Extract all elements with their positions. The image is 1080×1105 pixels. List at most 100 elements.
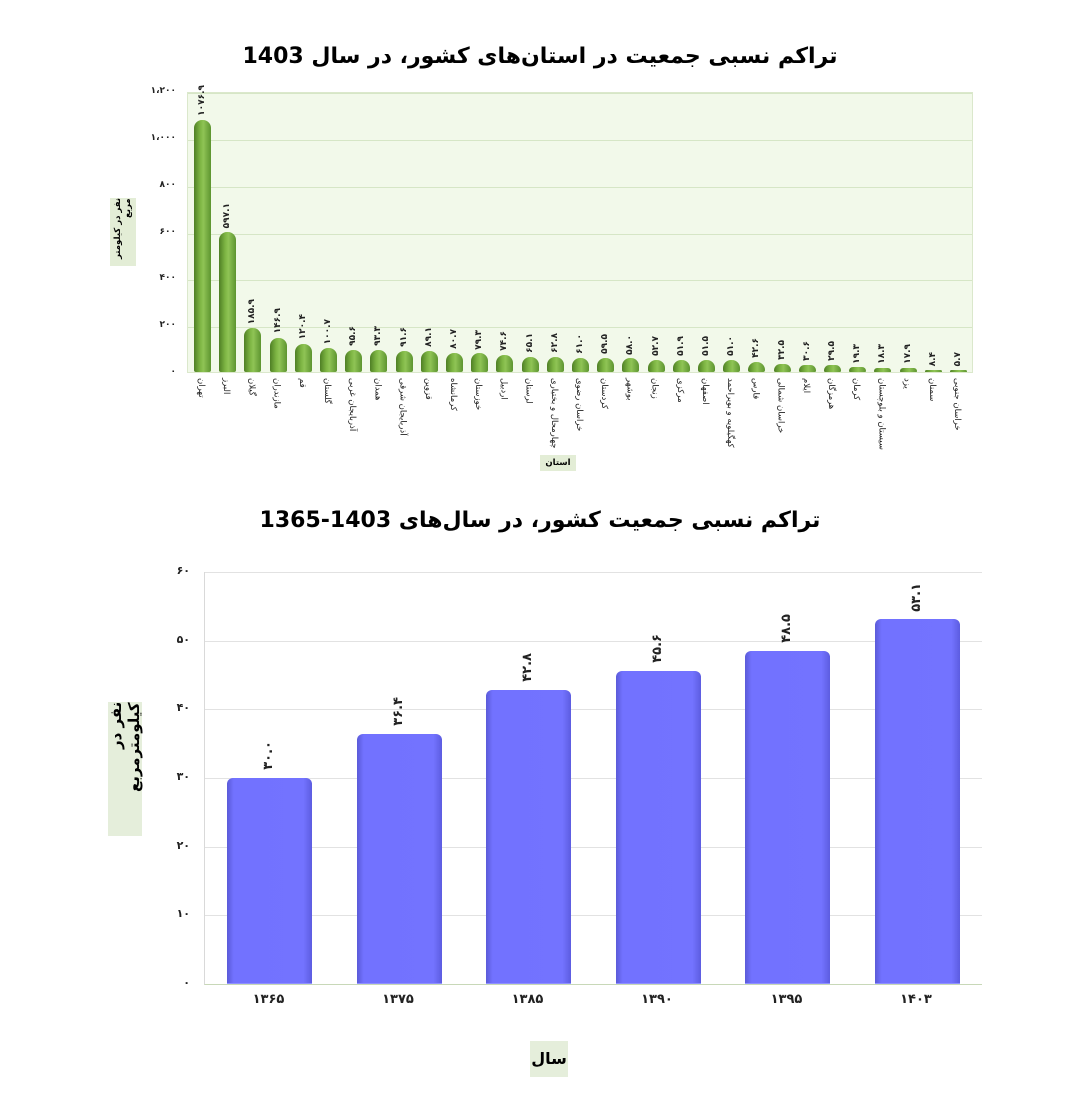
bar (194, 119, 211, 372)
category-label: تهران (196, 378, 206, 398)
category-label: هرمزگان (826, 378, 836, 410)
bar-value-label: ۱۹.۳ (852, 343, 863, 364)
y-tick-label: ۴۰ (176, 701, 190, 715)
y-tick-label: ۰ (183, 976, 190, 989)
bar-value-label: ۲۹.۵ (827, 341, 837, 362)
category-label: بوشهر (624, 378, 635, 401)
bar-value-label: ۸.۴ (927, 351, 938, 366)
gridline (205, 709, 982, 711)
category-label: ۱۳۸۵ (511, 992, 544, 1007)
bar-value-label: ۴۵.۶ (649, 634, 665, 663)
bar-value-label: ۷۹.۳ (474, 329, 485, 350)
category-label: کرمان (851, 378, 862, 401)
gridline (205, 778, 982, 779)
bar-value-label: ۱۰۷۶.۹ (197, 84, 207, 116)
y-tick-label: ۱،۰۰۰ (150, 132, 176, 143)
bar-value-label: ۳۲.۵ (776, 340, 787, 361)
bar (471, 353, 489, 372)
bar-value-label: ۵۹.۵ (600, 334, 611, 355)
category-label: اصفهان (700, 378, 710, 405)
category-label: ۱۳۶۵ (252, 992, 285, 1007)
category-label: فارس (750, 378, 761, 400)
bar-value-label: ۵۱.۰ (726, 336, 737, 357)
category-label: کردستان (599, 378, 610, 410)
category-label: یزد (901, 378, 912, 389)
gridline (188, 186, 972, 188)
gridline (188, 327, 972, 329)
category-label: سیستان و بلوچستان (876, 378, 887, 450)
bar (345, 349, 363, 372)
chart1-y-axis-label: نفر در کیلومتر مربع (110, 198, 136, 266)
category-label: ۱۳۹۵ (770, 992, 803, 1007)
bar (546, 357, 564, 372)
bar (244, 328, 262, 372)
bar-value-label: ۵۲.۷ (650, 335, 661, 356)
bar (824, 365, 841, 372)
y-tick-label: ۲۰ (176, 838, 190, 852)
category-label: خراسان رضوی (574, 378, 584, 432)
gridline (205, 915, 982, 917)
bar-value-label: ۱۸۵.۹ (247, 299, 258, 325)
bar (874, 619, 960, 984)
y-tick-label: ۱۰ (176, 907, 190, 921)
bar (950, 370, 967, 372)
category-label: قم (296, 378, 307, 388)
bar (672, 359, 690, 372)
bar (798, 364, 816, 372)
category-label: چهارمحال و بختیاری (548, 378, 559, 449)
bar-value-label: ۱۰۰.۷ (323, 319, 333, 345)
bar-value-label: ۶۵.۱ (524, 332, 535, 353)
bar-value-label: ۸۹.۱ (423, 327, 434, 348)
bar (496, 354, 514, 372)
category-label: البرز (221, 378, 232, 395)
category-label: آذربایجان غربی (347, 378, 358, 432)
bar-value-label: ۹۱.۶ (398, 326, 409, 347)
bar-value-label: ۱۸.۳ (877, 343, 888, 364)
bar (874, 367, 892, 372)
chart2-plot-area: ۳۰.۰ ۳۶.۴ ۴۲.۸ ۴۵.۶ ۴۸.۵ ۵۳.۱ (204, 572, 982, 985)
bar (370, 350, 388, 372)
bar-value-label: ۵۸.۰ (625, 334, 636, 355)
y-tick-label: ۰ (170, 367, 177, 377)
gridline (188, 139, 972, 141)
gridline (205, 572, 982, 573)
category-label: سمنان (926, 378, 937, 402)
bar-value-label: ۷۴.۶ (499, 330, 510, 351)
y-tick-label: ۱،۲۰۰ (150, 86, 176, 96)
gridline (205, 846, 982, 848)
chart1-title: تراکم نسبی جمعیت در استان‌های کشور، در س… (242, 44, 838, 69)
bar-value-label: ۴۲.۸ (520, 653, 535, 683)
gridline (205, 640, 982, 642)
category-label: گلستان (322, 378, 332, 404)
chart2-y-axis-label: نفر در کیلومترمربع (107, 702, 143, 836)
category-label: ۱۳۷۵ (382, 992, 414, 1007)
bar (227, 778, 312, 984)
bar (597, 358, 615, 372)
category-label: همدان (372, 378, 383, 401)
bar-value-label: ۶۲.۸ (549, 333, 560, 354)
category-label: قزوین (422, 378, 433, 400)
category-label: ایلام (800, 378, 811, 394)
category-label: اردبیل (498, 378, 509, 400)
y-tick-label: ۴۰۰ (159, 273, 176, 284)
bar (572, 357, 589, 372)
bar-value-label: ۱۴۶.۹ (272, 308, 283, 334)
category-label: ۱۴۰۳ (900, 992, 932, 1007)
bar-value-label: ۸۰.۷ (449, 329, 459, 350)
category-label: خراسان جنوبی (952, 378, 962, 431)
bar-value-label: ۹۵.۶ (348, 325, 359, 346)
bar (486, 690, 571, 984)
gridline (188, 93, 972, 94)
bar-value-label: ۱۲۰.۴ (297, 314, 308, 340)
bar (723, 360, 741, 372)
bar-value-label: ۶۱.۰ (575, 333, 585, 354)
category-label: آذربایجان شرقی (397, 378, 408, 436)
y-tick-label: ۳۰ (176, 770, 190, 783)
bar-value-label: ۴۲.۶ (751, 338, 762, 359)
category-label: مرکزی (674, 378, 685, 403)
category-label: ۱۳۹۰ (641, 992, 673, 1007)
bar (924, 370, 942, 372)
bar (420, 351, 438, 372)
bar-value-label: ۳۰.۰ (261, 741, 276, 770)
y-tick-label: ۵۰ (176, 632, 190, 646)
